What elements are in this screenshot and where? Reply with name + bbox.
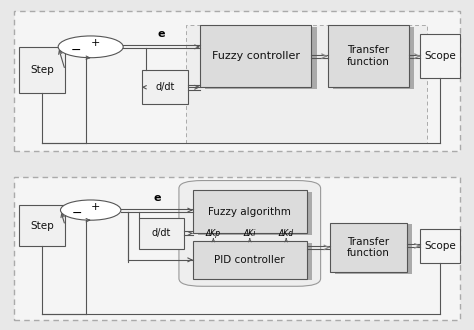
Text: e: e xyxy=(153,193,161,203)
Bar xyxy=(142,70,188,104)
Text: −: − xyxy=(71,44,81,56)
Bar xyxy=(420,34,460,78)
FancyBboxPatch shape xyxy=(179,181,320,286)
Text: ΔKp: ΔKp xyxy=(206,229,221,238)
Bar xyxy=(333,27,414,89)
Bar xyxy=(336,224,412,274)
Text: e: e xyxy=(158,29,165,39)
Text: Transfer
function: Transfer function xyxy=(347,237,390,258)
Text: d/dt: d/dt xyxy=(155,82,175,92)
Bar xyxy=(330,222,407,272)
Bar xyxy=(420,229,460,263)
Text: Step: Step xyxy=(30,221,54,231)
Bar xyxy=(199,243,312,280)
Text: Transfer
function: Transfer function xyxy=(347,45,390,67)
Bar xyxy=(18,205,65,246)
Text: Step: Step xyxy=(30,65,54,75)
FancyBboxPatch shape xyxy=(186,25,428,143)
Bar xyxy=(205,27,317,89)
Text: PID controller: PID controller xyxy=(214,255,285,265)
Text: Scope: Scope xyxy=(424,51,456,61)
Circle shape xyxy=(58,36,123,58)
Text: +: + xyxy=(91,38,100,48)
Text: +: + xyxy=(91,202,100,212)
FancyBboxPatch shape xyxy=(14,11,460,151)
Text: ΔKi: ΔKi xyxy=(244,229,256,238)
Bar xyxy=(18,47,65,93)
Bar xyxy=(139,218,183,249)
Text: d/dt: d/dt xyxy=(152,228,171,238)
Text: Fuzzy controller: Fuzzy controller xyxy=(211,51,300,61)
Bar xyxy=(193,190,307,233)
Bar xyxy=(193,241,307,279)
Text: Fuzzy algorithm: Fuzzy algorithm xyxy=(209,207,291,216)
Circle shape xyxy=(61,200,121,220)
FancyBboxPatch shape xyxy=(14,178,460,320)
Bar xyxy=(200,25,311,87)
Bar xyxy=(328,25,409,87)
Text: Scope: Scope xyxy=(424,241,456,251)
Text: −: − xyxy=(72,207,82,220)
Bar xyxy=(199,192,312,235)
Text: ΔKd: ΔKd xyxy=(279,229,294,238)
